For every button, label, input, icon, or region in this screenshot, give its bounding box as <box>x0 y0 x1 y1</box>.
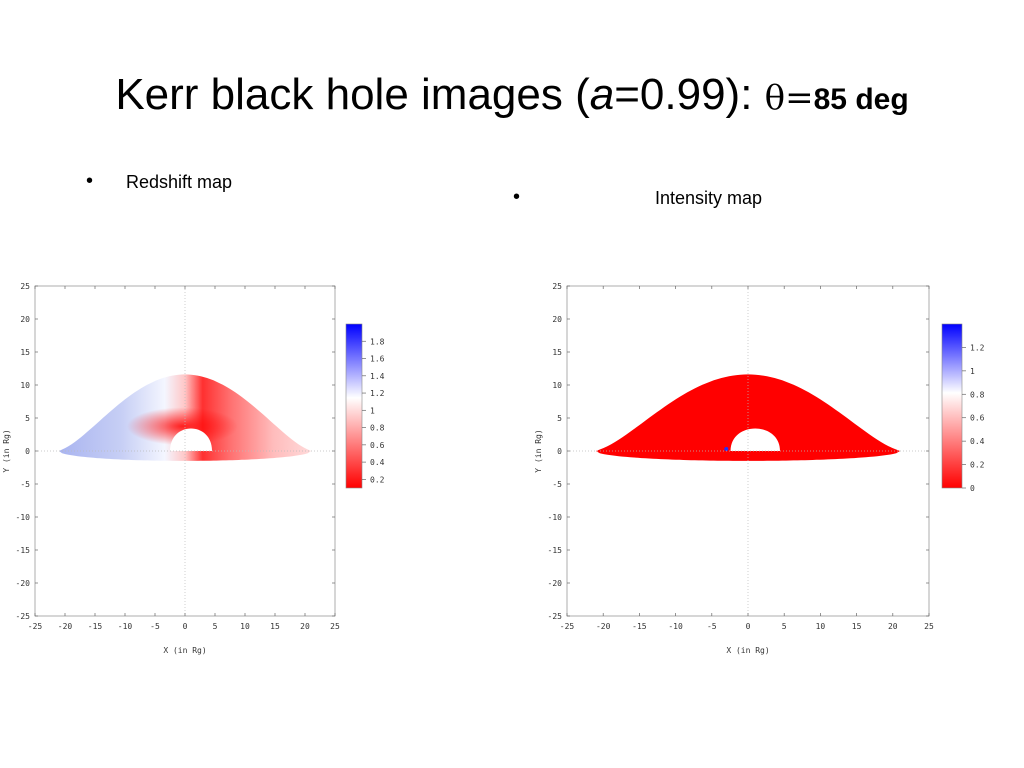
intensity-hotspot <box>724 447 729 452</box>
intensity-map-chart: -25 -20 -15 -10 -5 0 5 10 15 20 252520151050-5-10-… <box>534 282 985 655</box>
x-tick-label: 20 <box>300 622 310 631</box>
x-tick-label: 10 <box>240 622 250 631</box>
x-tick-label: 0 <box>746 622 751 631</box>
x-tick-label: -20 <box>58 622 73 631</box>
x-tick-label: 0 <box>183 622 188 631</box>
x-tick-label: -5 <box>707 622 717 631</box>
x-tick-label: -10 <box>668 622 683 631</box>
y-tick-label: 20 <box>552 315 562 324</box>
y-tick-label: 5 <box>557 414 562 423</box>
black-hole-shadow <box>170 428 212 451</box>
x-tick-label: -5 <box>150 622 160 631</box>
x-axis-label: X (in Rg) <box>726 646 769 655</box>
colorbar-tick-label: 0.8 <box>370 424 385 433</box>
colorbar-tick-label: 1 <box>370 406 375 415</box>
colorbar-tick-label: 0.6 <box>970 414 985 423</box>
y-tick-label: 25 <box>552 282 562 291</box>
x-tick-label: -15 <box>632 622 647 631</box>
bullet-intensity-label: Intensity map <box>655 188 763 208</box>
y-tick-label: -25 <box>548 612 563 621</box>
colorbar-tick-label: 0.4 <box>370 458 385 467</box>
colorbar-tick-label: 1.8 <box>370 337 385 346</box>
y-tick-label: 15 <box>552 348 562 357</box>
x-tick-label: 20 <box>888 622 898 631</box>
y-tick-label: -15 <box>548 546 563 555</box>
bullet-redshift-label: Redshift map <box>126 172 233 192</box>
colorbar-tick-label: 0.6 <box>370 441 385 450</box>
x-tick-label: -25 <box>28 622 43 631</box>
colorbar-tick-label: 0.8 <box>970 390 985 399</box>
y-tick-label: -10 <box>16 513 31 522</box>
colorbar <box>941 323 963 489</box>
x-tick-label: 25 <box>924 622 934 631</box>
y-tick-label: 10 <box>20 381 30 390</box>
colorbar-tick-label: 0.2 <box>370 475 385 484</box>
x-tick-label: 15 <box>270 622 280 631</box>
y-tick-label: 15 <box>20 348 30 357</box>
y-tick-label: -25 <box>16 612 31 621</box>
colorbar-tick-label: 1.4 <box>370 372 385 381</box>
colorbar <box>345 323 363 489</box>
bullet-dot: • <box>513 186 521 208</box>
y-tick-label: 0 <box>557 447 562 456</box>
redshift-map-chart: -25 -20 -15 -10 -5 0 5 10 15 20 25 25 20 15 10 5 0 -5 -10 -… <box>2 282 385 655</box>
colorbar-tick-label: 1.2 <box>970 343 985 352</box>
y-tick-label: -5 <box>20 480 30 489</box>
colorbar-tick-label: 0 <box>970 484 975 493</box>
y-tick-label: -20 <box>548 579 563 588</box>
x-tick-label: -10 <box>118 622 133 631</box>
x-tick-label: -15 <box>88 622 103 631</box>
y-tick-label: -10 <box>548 513 563 522</box>
y-tick-label: 10 <box>552 381 562 390</box>
y-tick-label: -5 <box>552 480 562 489</box>
x-tick-label: 25 <box>330 622 340 631</box>
black-hole-shadow <box>730 428 780 451</box>
colorbar-tick-label: 1 <box>970 367 975 376</box>
title-theta: θ= <box>764 78 814 118</box>
y-tick-label: 20 <box>20 315 30 324</box>
x-tick-label: 5 <box>213 622 218 631</box>
colorbar-tick-label: 1.6 <box>370 355 385 364</box>
y-tick-label: -15 <box>16 546 31 555</box>
colorbar-tick-label: 0.2 <box>970 461 985 470</box>
colorbar-tick-label: 0.4 <box>970 437 985 446</box>
bullet-dot: • <box>86 170 94 192</box>
x-axis-label: X (in Rg) <box>163 646 206 655</box>
slide-title: Kerr black hole images (a=0.99): θ=85 de… <box>0 70 1024 120</box>
y-tick-label: 5 <box>25 414 30 423</box>
title-spin-symbol: a <box>589 70 615 119</box>
y-axis-label: Y (in Rg) <box>534 429 543 472</box>
title-inclination: 85 deg <box>813 83 909 116</box>
x-tick-label: -20 <box>596 622 611 631</box>
disk-inner-glow <box>59 374 311 461</box>
x-tick-label: -25 <box>560 622 575 631</box>
title-spin-value: =0.99): <box>614 70 765 119</box>
y-axis-label: Y (in Rg) <box>2 429 11 472</box>
y-tick-label: -20 <box>16 579 31 588</box>
x-tick-label: 5 <box>782 622 787 631</box>
accretion-disk <box>596 374 900 461</box>
x-tick-label: 15 <box>852 622 862 631</box>
colorbar-tick-label: 1.2 <box>370 389 385 398</box>
title-prefix: Kerr black hole images ( <box>115 70 590 119</box>
y-tick-label: 0 <box>25 447 30 456</box>
y-tick-label: 25 <box>20 282 30 291</box>
x-tick-label: 10 <box>816 622 826 631</box>
